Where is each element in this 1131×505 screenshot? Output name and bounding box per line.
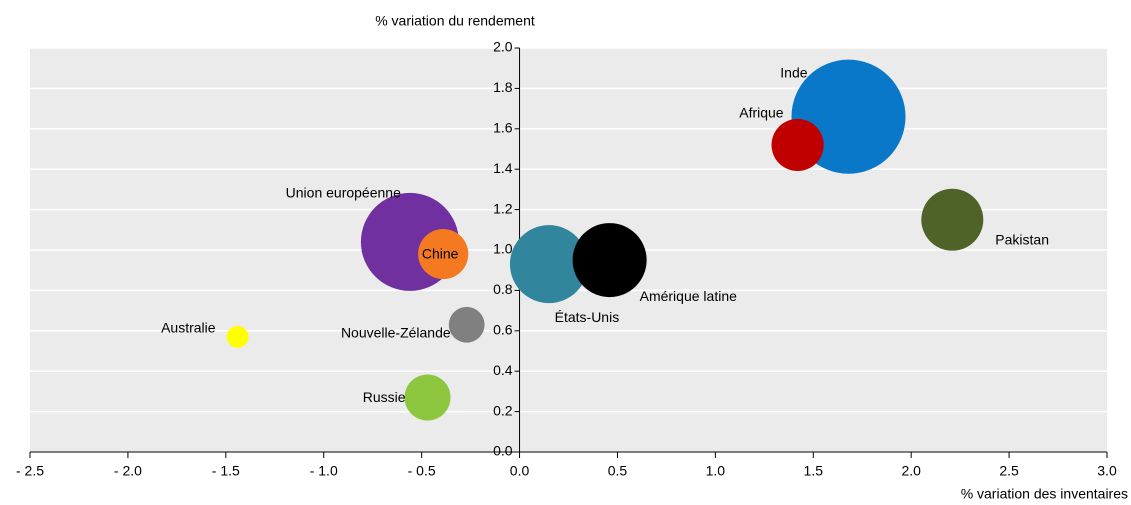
x-tick-label: - 2.0 [114,463,142,479]
x-tick-label: - 2.5 [16,463,44,479]
bubble-label: Inde [780,64,807,80]
x-axis-title: % variation des inventaires [961,486,1128,502]
y-tick-label: 1.8 [493,79,513,95]
y-tick-label: 1.6 [493,120,513,136]
x-tick-label: 0.0 [510,463,530,479]
y-tick-label: 0.4 [493,362,513,378]
x-tick-label: 2.0 [901,463,921,479]
x-tick-label: 1.0 [706,463,726,479]
bubble [572,223,647,298]
y-tick-label: 0.6 [493,322,513,338]
x-tick-label: 2.5 [999,463,1019,479]
x-tick-label: 1.5 [804,463,824,479]
y-tick-label: 0.0 [493,443,513,459]
bubble-label: Union européenne [286,185,401,201]
x-tick-label: - 1.0 [310,463,338,479]
bubble [418,228,469,280]
x-tick-label: - 1.5 [212,463,240,479]
y-tick-label: 0.8 [493,281,513,297]
bubble-label: Chine [422,246,459,262]
bubble [404,374,451,421]
bubble-label: Amérique latine [640,288,737,304]
bubble-label: Australie [161,320,216,336]
x-tick-label: 0.5 [608,463,628,479]
bubble [921,188,984,251]
bubble [226,325,249,348]
bubble-label: Russie [363,389,406,405]
bubble [771,118,824,172]
y-tick-label: 0.2 [493,402,513,418]
bubble-label: États-Unis [555,309,620,325]
bubble-label: Pakistan [995,231,1049,247]
y-axis-title: % variation du rendement [375,13,535,29]
y-tick-label: 1.0 [493,241,513,257]
x-tick-label: 3.0 [1097,463,1117,479]
y-tick-label: 1.2 [493,200,513,216]
x-tick-label: - 0.5 [408,463,436,479]
y-tick-label: 2.0 [493,39,513,55]
bubble [448,306,485,343]
bubble-label: Nouvelle-Zélande [341,324,451,340]
bubble [509,225,588,304]
y-tick-label: 1.4 [493,160,513,176]
bubble-label: Afrique [739,105,784,121]
